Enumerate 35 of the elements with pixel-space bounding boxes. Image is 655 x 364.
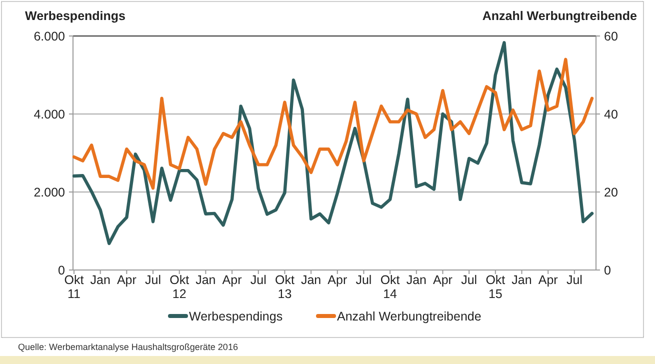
x-tick-label: Jul bbox=[250, 273, 266, 287]
y2-axis-title: Anzahl Werbungtreibende bbox=[482, 9, 638, 23]
x-tick-label: Jan bbox=[512, 273, 532, 287]
legend-label: Anzahl Werbungtreibende bbox=[337, 309, 482, 324]
y-tick-label: 0 bbox=[58, 263, 66, 278]
x-tick-label: Okt 15 bbox=[486, 273, 506, 301]
y2-tick-label: 40 bbox=[604, 107, 618, 122]
x-tick-label: Okt 13 bbox=[274, 273, 295, 301]
x-tick-label: Jan bbox=[90, 273, 110, 287]
y2-tick-label: 60 bbox=[604, 29, 618, 44]
y-tick-label: 4.000 bbox=[34, 107, 66, 122]
x-tick-label: Jul bbox=[356, 273, 372, 287]
x-tick-label: Apr bbox=[538, 273, 558, 287]
x-tick-label: Apr bbox=[222, 273, 242, 287]
x-tick-label: Apr bbox=[433, 273, 452, 287]
x-tick-label: Okt 14 bbox=[380, 273, 400, 301]
y2-tick-label: 20 bbox=[604, 185, 618, 200]
x-tick-label: Jul bbox=[566, 273, 582, 287]
x-tick-label: Jul bbox=[461, 273, 478, 287]
legend-label: Werbespendings bbox=[189, 309, 283, 324]
line-series bbox=[72, 58, 594, 190]
source-note: Quelle: Werbemarktanalyse Haushaltsgroßgeräte 2016 bbox=[18, 342, 238, 352]
x-tick-label: Okt 11 bbox=[64, 273, 84, 301]
x-tick-label: Apr bbox=[328, 273, 348, 287]
x-tick-label: Jan bbox=[196, 273, 216, 287]
y-tick-label: 6.000 bbox=[34, 29, 66, 44]
y2-tick-label: 0 bbox=[604, 263, 611, 278]
x-tick-label: Apr bbox=[116, 273, 136, 287]
x-tick-label: Jul bbox=[145, 273, 162, 287]
x-tick-label: Okt 12 bbox=[170, 273, 190, 301]
x-tick-label: Jan bbox=[406, 273, 427, 287]
line-series bbox=[72, 41, 594, 246]
y-tick-label: 2.000 bbox=[34, 185, 66, 200]
x-tick-label: Jan bbox=[300, 273, 322, 287]
y-axis-title: Werbespendings bbox=[25, 9, 126, 23]
